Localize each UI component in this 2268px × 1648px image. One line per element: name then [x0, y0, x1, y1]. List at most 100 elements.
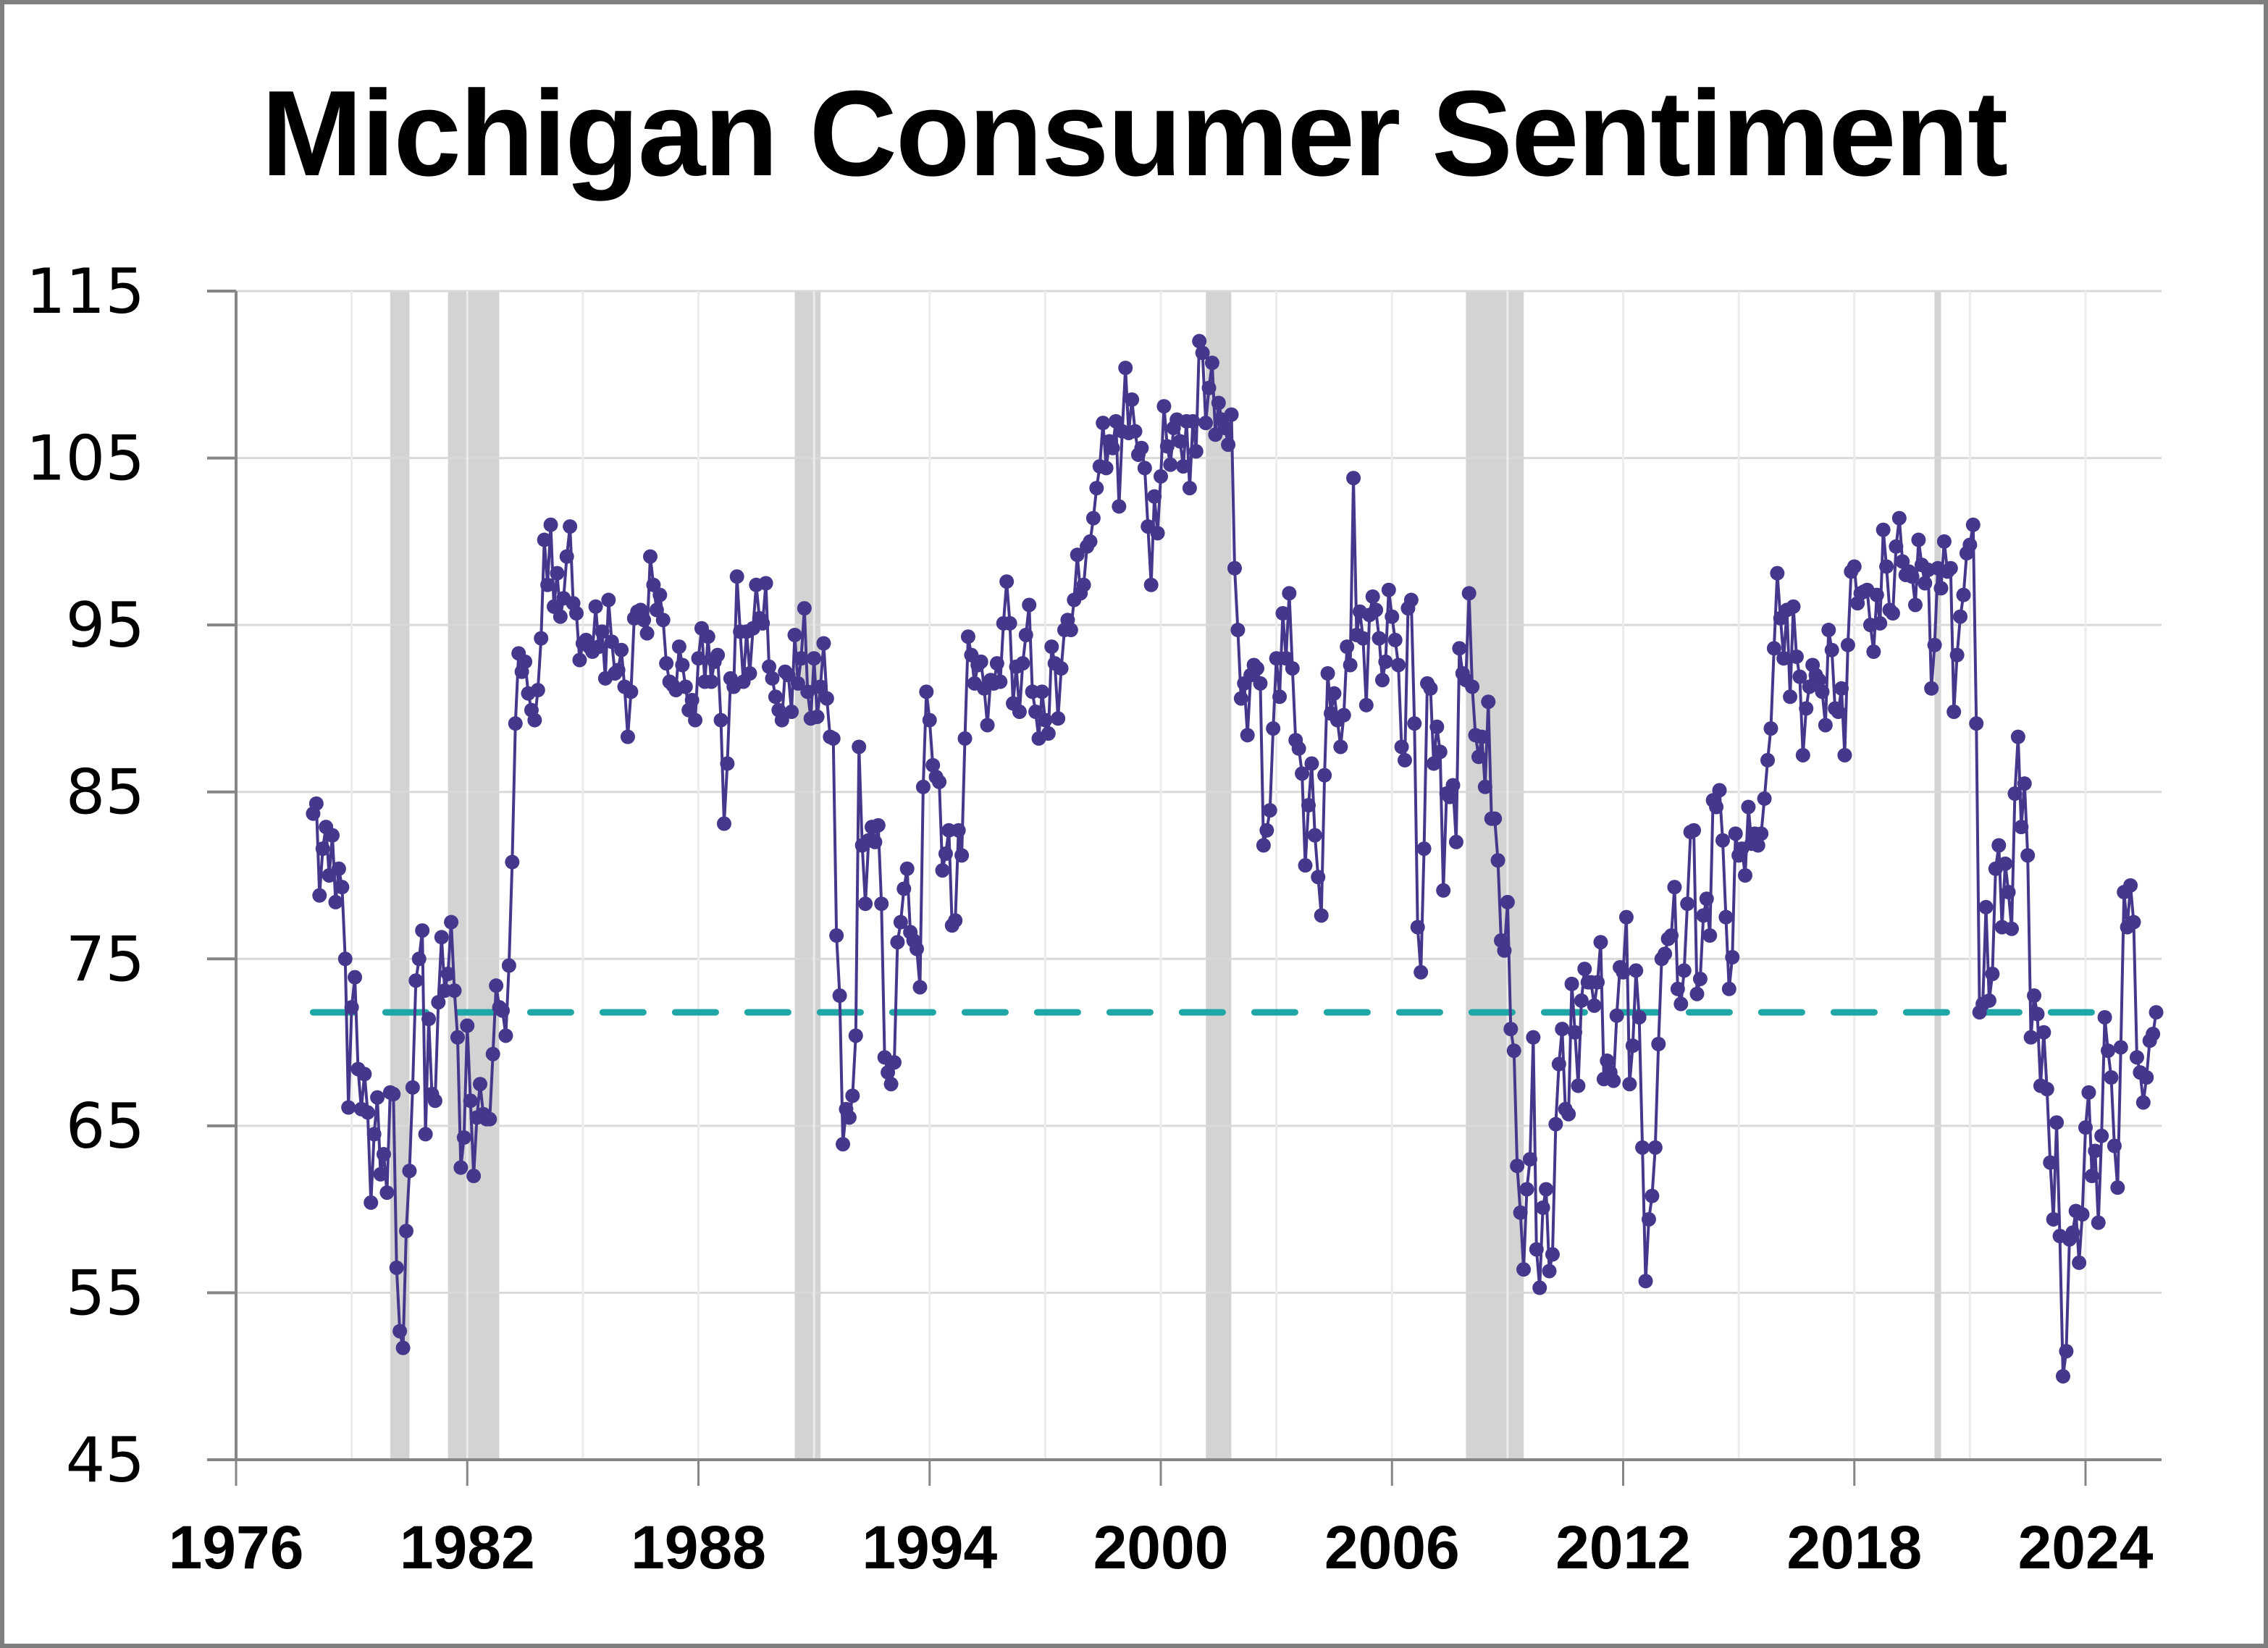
data-point — [2113, 1040, 2128, 1055]
data-point — [1949, 647, 1965, 663]
data-point — [2036, 1025, 2051, 1040]
data-point — [781, 668, 796, 683]
data-point — [1233, 691, 1248, 706]
data-point — [951, 823, 966, 838]
data-point — [1510, 1159, 1525, 1174]
x-axis-ticks: 1976 1982 1988 1994 2000 2006 2012 2018 2024 — [169, 1460, 2154, 1581]
data-point — [787, 627, 802, 642]
data-point — [1606, 1073, 1621, 1088]
data-point — [366, 1127, 382, 1142]
data-point — [1702, 928, 1718, 943]
data-point — [1041, 726, 1056, 741]
data-point — [1763, 721, 1778, 736]
data-point — [915, 779, 931, 794]
data-point — [1423, 681, 1438, 696]
data-point — [797, 601, 812, 616]
data-point — [957, 731, 973, 746]
data-point — [1837, 747, 1852, 762]
data-point — [508, 716, 523, 731]
data-point — [1015, 656, 1030, 671]
data-point — [2007, 786, 2023, 802]
data-point — [1372, 631, 1387, 646]
data-point — [1506, 1043, 1521, 1059]
data-point — [505, 854, 520, 870]
data-point — [1750, 838, 1765, 853]
recession-band — [390, 291, 410, 1460]
data-point — [755, 615, 770, 631]
data-point — [655, 613, 671, 628]
gridlines — [236, 290, 2162, 1461]
data-point — [1548, 1117, 1563, 1132]
data-point — [2146, 1027, 2161, 1042]
data-point — [1481, 694, 1496, 710]
data-point — [1227, 560, 1242, 576]
data-point — [373, 1166, 388, 1182]
data-point — [1096, 416, 1111, 431]
data-point — [1291, 741, 1306, 756]
data-point — [807, 651, 822, 666]
data-point — [1587, 998, 1602, 1013]
data-point — [559, 549, 574, 564]
data-point — [444, 915, 459, 930]
data-point — [1012, 705, 1027, 720]
data-point — [595, 624, 610, 639]
data-point — [810, 709, 825, 724]
data-point — [1076, 577, 1091, 592]
data-point — [1083, 534, 1098, 549]
data-point — [421, 1012, 437, 1027]
data-point — [418, 1127, 433, 1142]
data-point — [774, 712, 789, 728]
data-point — [1725, 949, 1740, 964]
data-point — [1985, 967, 2000, 982]
data-point — [2088, 1143, 2103, 1159]
data-point — [1127, 424, 1143, 439]
data-point — [841, 1110, 857, 1125]
data-point — [386, 1087, 401, 1102]
data-point — [1143, 577, 1159, 592]
data-point — [364, 1195, 379, 1210]
data-point — [2043, 1155, 2058, 1170]
data-point — [1551, 1056, 1566, 1072]
data-point — [527, 712, 542, 728]
data-point — [980, 718, 995, 733]
data-point — [932, 774, 947, 789]
data-point — [1112, 499, 1127, 514]
data-point — [826, 731, 841, 746]
data-point — [328, 894, 343, 909]
data-point — [553, 609, 568, 624]
data-point — [1590, 975, 1605, 990]
x-tick-label: 2006 — [1324, 1513, 1460, 1581]
data-point — [989, 656, 1004, 671]
data-point — [1188, 444, 1204, 459]
data-point — [341, 1100, 356, 1115]
y-tick-label: 95 — [66, 589, 145, 662]
y-tick-label: 115 — [26, 256, 145, 328]
data-point — [1407, 716, 1422, 731]
data-point — [652, 587, 668, 602]
data-point — [1176, 459, 1191, 474]
data-point — [1600, 1053, 1615, 1068]
data-point — [592, 639, 607, 655]
data-point — [1211, 395, 1226, 411]
data-point — [1385, 609, 1400, 624]
data-point — [2104, 1069, 2119, 1085]
data-point — [1786, 599, 1801, 614]
data-point — [765, 670, 780, 686]
data-point — [456, 1130, 471, 1145]
data-point — [312, 888, 327, 903]
data-point — [1625, 1038, 1640, 1054]
data-point — [1766, 641, 1781, 656]
data-point — [1266, 721, 1281, 736]
data-point — [348, 970, 363, 985]
axes — [207, 291, 2162, 1461]
data-point — [1715, 833, 1730, 848]
data-point — [1397, 752, 1412, 768]
data-point — [1873, 615, 1888, 631]
data-point — [1789, 649, 1804, 664]
data-point — [2129, 1050, 2144, 1065]
data-point — [883, 1077, 899, 1092]
data-point — [893, 915, 908, 930]
data-point — [415, 923, 430, 938]
data-point — [2084, 1169, 2099, 1184]
data-point — [858, 896, 873, 912]
